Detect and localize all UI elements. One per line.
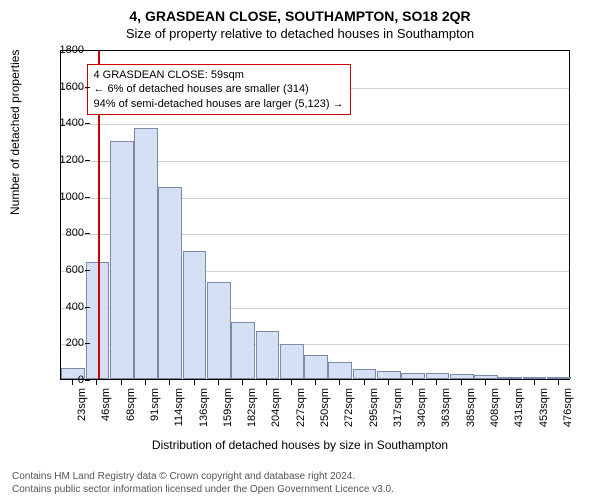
y-tick-mark <box>85 343 90 344</box>
y-tick-mark <box>85 270 90 271</box>
x-tick-label: 272sqm <box>343 388 355 428</box>
y-tick-mark <box>85 50 90 51</box>
y-tick-label: 200 <box>44 337 84 349</box>
y-tick-mark <box>85 87 90 88</box>
y-tick-mark <box>85 233 90 234</box>
histogram-bar <box>280 344 304 379</box>
x-tick-mark <box>339 380 340 385</box>
gridline <box>61 124 569 125</box>
x-tick-label: 91sqm <box>149 388 161 428</box>
x-tick-mark <box>364 380 365 385</box>
plot-wrap: 4 GRASDEAN CLOSE: 59sqm← 6% of detached … <box>60 50 570 380</box>
y-tick-label: 1200 <box>44 154 84 166</box>
y-tick-mark <box>85 197 90 198</box>
x-tick-label: 340sqm <box>416 388 428 428</box>
y-tick-label: 1600 <box>44 81 84 93</box>
y-tick-label: 1000 <box>44 191 84 203</box>
x-tick-label: 295sqm <box>368 388 380 428</box>
x-tick-mark <box>388 380 389 385</box>
plot-area: 4 GRASDEAN CLOSE: 59sqm← 6% of detached … <box>60 50 570 380</box>
x-tick-label: 453sqm <box>538 388 550 428</box>
y-tick-label: 1400 <box>44 117 84 129</box>
x-tick-mark <box>412 380 413 385</box>
y-tick-mark <box>85 160 90 161</box>
y-axis-label: Number of detached properties <box>8 50 22 215</box>
x-tick-label: 476sqm <box>562 388 574 428</box>
histogram-bar <box>158 187 182 380</box>
histogram-bar <box>523 377 547 379</box>
chart-subtitle: Size of property relative to detached ho… <box>0 24 600 41</box>
histogram-bar <box>450 374 474 379</box>
x-tick-label: 204sqm <box>270 388 282 428</box>
chart-container: 4, GRASDEAN CLOSE, SOUTHAMPTON, SO18 2QR… <box>0 0 600 500</box>
annotation-line: ← 6% of detached houses are smaller (314… <box>94 82 344 96</box>
histogram-bar <box>498 377 522 379</box>
x-tick-label: 68sqm <box>125 388 137 428</box>
histogram-bar <box>207 282 231 379</box>
histogram-bar <box>547 377 571 379</box>
y-tick-label: 800 <box>44 227 84 239</box>
x-tick-mark <box>436 380 437 385</box>
x-tick-mark <box>242 380 243 385</box>
histogram-bar <box>134 128 158 379</box>
footer-line: Contains HM Land Registry data © Crown c… <box>12 470 394 483</box>
x-tick-label: 250sqm <box>319 388 331 428</box>
histogram-bar <box>353 369 377 379</box>
histogram-bar <box>401 373 425 379</box>
y-tick-label: 1800 <box>44 44 84 56</box>
histogram-bar <box>183 251 207 379</box>
y-tick-mark <box>85 123 90 124</box>
x-tick-mark <box>194 380 195 385</box>
x-tick-label: 159sqm <box>222 388 234 428</box>
histogram-bar <box>426 373 450 379</box>
histogram-bar <box>474 375 498 379</box>
x-axis-label: Distribution of detached houses by size … <box>0 438 600 452</box>
annotation-line: 94% of semi-detached houses are larger (… <box>94 97 344 111</box>
histogram-bar <box>377 371 401 379</box>
footer-line: Contains public sector information licen… <box>12 483 394 496</box>
x-tick-mark <box>121 380 122 385</box>
x-tick-label: 317sqm <box>392 388 404 428</box>
x-tick-label: 408sqm <box>489 388 501 428</box>
x-tick-label: 182sqm <box>246 388 258 428</box>
x-tick-label: 46sqm <box>100 388 112 428</box>
histogram-bar <box>256 331 280 379</box>
annotation-box: 4 GRASDEAN CLOSE: 59sqm← 6% of detached … <box>87 64 351 115</box>
x-tick-mark <box>534 380 535 385</box>
y-tick-label: 600 <box>44 264 84 276</box>
y-tick-label: 400 <box>44 301 84 313</box>
annotation-line: 4 GRASDEAN CLOSE: 59sqm <box>94 68 344 82</box>
x-tick-mark <box>485 380 486 385</box>
x-tick-mark <box>218 380 219 385</box>
x-tick-label: 431sqm <box>513 388 525 428</box>
x-tick-label: 227sqm <box>295 388 307 428</box>
x-tick-mark <box>509 380 510 385</box>
x-tick-mark <box>169 380 170 385</box>
x-tick-label: 363sqm <box>440 388 452 428</box>
x-tick-label: 385sqm <box>465 388 477 428</box>
x-tick-mark <box>315 380 316 385</box>
y-tick-mark <box>85 380 90 381</box>
histogram-bar <box>110 141 134 379</box>
histogram-bar <box>231 322 255 379</box>
x-tick-mark <box>461 380 462 385</box>
y-tick-mark <box>85 307 90 308</box>
x-tick-label: 136sqm <box>198 388 210 428</box>
y-tick-label: 0 <box>44 374 84 386</box>
x-tick-mark <box>291 380 292 385</box>
histogram-bar <box>304 355 328 379</box>
x-tick-label: 114sqm <box>173 388 185 428</box>
x-tick-mark <box>145 380 146 385</box>
footer-attribution: Contains HM Land Registry data © Crown c… <box>12 470 394 496</box>
x-tick-mark <box>96 380 97 385</box>
x-tick-mark <box>266 380 267 385</box>
histogram-bar <box>328 362 352 379</box>
x-tick-mark <box>72 380 73 385</box>
chart-title: 4, GRASDEAN CLOSE, SOUTHAMPTON, SO18 2QR <box>0 0 600 24</box>
x-tick-mark <box>558 380 559 385</box>
x-tick-label: 23sqm <box>76 388 88 428</box>
